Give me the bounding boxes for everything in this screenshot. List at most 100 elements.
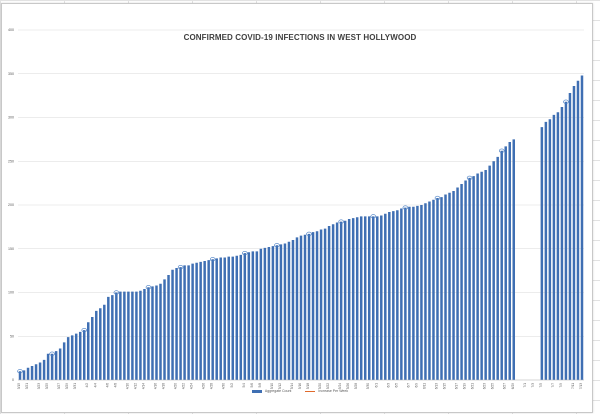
- bar: [50, 353, 54, 380]
- x-tick-label: 4/10: [125, 383, 129, 389]
- bar: [247, 252, 251, 380]
- chart-legend: Aggregate Count Increase Per Week: [0, 389, 600, 393]
- bar: [347, 219, 351, 380]
- bar: [552, 114, 556, 380]
- bar: [219, 257, 222, 380]
- x-tick-label: 5/4: [242, 383, 246, 388]
- x-tick-label: 7/5: [539, 383, 543, 388]
- bar-marker: [563, 99, 569, 104]
- bar: [307, 233, 311, 380]
- bar: [255, 251, 259, 380]
- chart-title: CONFIRMED COVID-19 INFECTIONS IN WEST HO…: [183, 33, 417, 42]
- bar: [460, 184, 463, 380]
- bar: [58, 348, 62, 380]
- bar-marker: [466, 175, 473, 181]
- bar: [147, 287, 150, 380]
- legend-item-increase: Increase Per Week: [305, 389, 348, 393]
- bar: [139, 290, 142, 380]
- x-tick-label: 5/14: [290, 383, 294, 389]
- bar-marker: [81, 327, 87, 333]
- bar: [576, 80, 580, 380]
- bar: [404, 207, 407, 380]
- bar: [303, 234, 307, 380]
- bar: [508, 142, 511, 380]
- bar: [416, 205, 419, 380]
- x-tick-label: 7/1: [523, 383, 527, 388]
- bar: [355, 217, 359, 380]
- x-tick-label: 5/28: [354, 383, 358, 389]
- bar: [504, 146, 507, 380]
- x-tick-label: 5/24: [338, 383, 342, 389]
- y-tick-label: 100: [8, 291, 14, 295]
- x-tick-label: 4/12: [133, 383, 137, 389]
- bar: [183, 265, 186, 380]
- bar: [327, 226, 331, 380]
- bar: [424, 203, 427, 380]
- bar: [331, 224, 335, 380]
- bar-marker: [274, 243, 280, 248]
- y-tick-label: 350: [8, 72, 14, 76]
- bar: [496, 156, 499, 380]
- legend-label-increase: Increase Per Week: [318, 389, 349, 393]
- bar-marker: [434, 195, 441, 201]
- legend-item-aggregate: Aggregate Count: [251, 389, 292, 393]
- bar: [384, 213, 387, 380]
- bar: [235, 255, 239, 380]
- legend-label-aggregate: Aggregate Count: [264, 389, 292, 393]
- bar: [187, 265, 190, 380]
- bar: [335, 222, 339, 380]
- bar: [78, 331, 82, 380]
- bar: [74, 333, 78, 380]
- x-tick-label: 6/3: [386, 383, 390, 388]
- x-tick-label: 6/7: [406, 383, 410, 388]
- bar: [408, 206, 411, 380]
- bar: [372, 216, 375, 380]
- bar: [291, 240, 295, 380]
- bar: [440, 197, 443, 380]
- bar: [512, 139, 515, 380]
- bar: [339, 221, 343, 380]
- y-tick-label: 300: [8, 116, 14, 120]
- bar: [175, 268, 178, 380]
- x-tick-label: 5/10: [270, 383, 274, 389]
- bar-marker: [306, 231, 312, 237]
- y-tick-label: 200: [8, 203, 14, 207]
- bar: [215, 258, 218, 380]
- bar: [38, 362, 42, 380]
- bar: [171, 269, 174, 380]
- bar: [191, 263, 194, 380]
- bar: [91, 317, 94, 380]
- bar: [299, 235, 303, 380]
- legend-swatch-aggregate: [251, 389, 262, 393]
- bar: [351, 218, 355, 380]
- x-tick-label: 7/7: [551, 383, 555, 388]
- bar: [54, 351, 58, 380]
- bar: [107, 296, 110, 380]
- bar: [167, 275, 170, 380]
- x-tick-label: 7/11: [571, 383, 575, 389]
- bar: [488, 165, 491, 380]
- bar: [62, 342, 66, 380]
- bar: [115, 292, 118, 380]
- x-tick-label: 4/18: [162, 383, 166, 389]
- bar: [367, 216, 371, 380]
- bar-marker: [242, 250, 248, 256]
- bar: [22, 370, 26, 380]
- bar: [227, 256, 230, 380]
- x-tick-label: 6/17: [455, 383, 459, 389]
- x-tick-label: 4/22: [182, 383, 186, 389]
- y-tick-label: 0: [12, 378, 14, 382]
- bar: [223, 257, 226, 380]
- x-tick-label: 6/5: [394, 383, 398, 388]
- bar: [572, 86, 576, 380]
- bar: [243, 253, 247, 380]
- bar-marker: [177, 264, 184, 270]
- bar: [544, 121, 548, 380]
- bar: [492, 161, 495, 380]
- x-tick-label: 6/19: [463, 383, 467, 389]
- x-tick-label: 6/25: [491, 383, 495, 389]
- bar: [199, 261, 202, 380]
- bar: [159, 283, 162, 380]
- bar: [195, 262, 198, 380]
- x-tick-label: 7/9: [559, 383, 563, 388]
